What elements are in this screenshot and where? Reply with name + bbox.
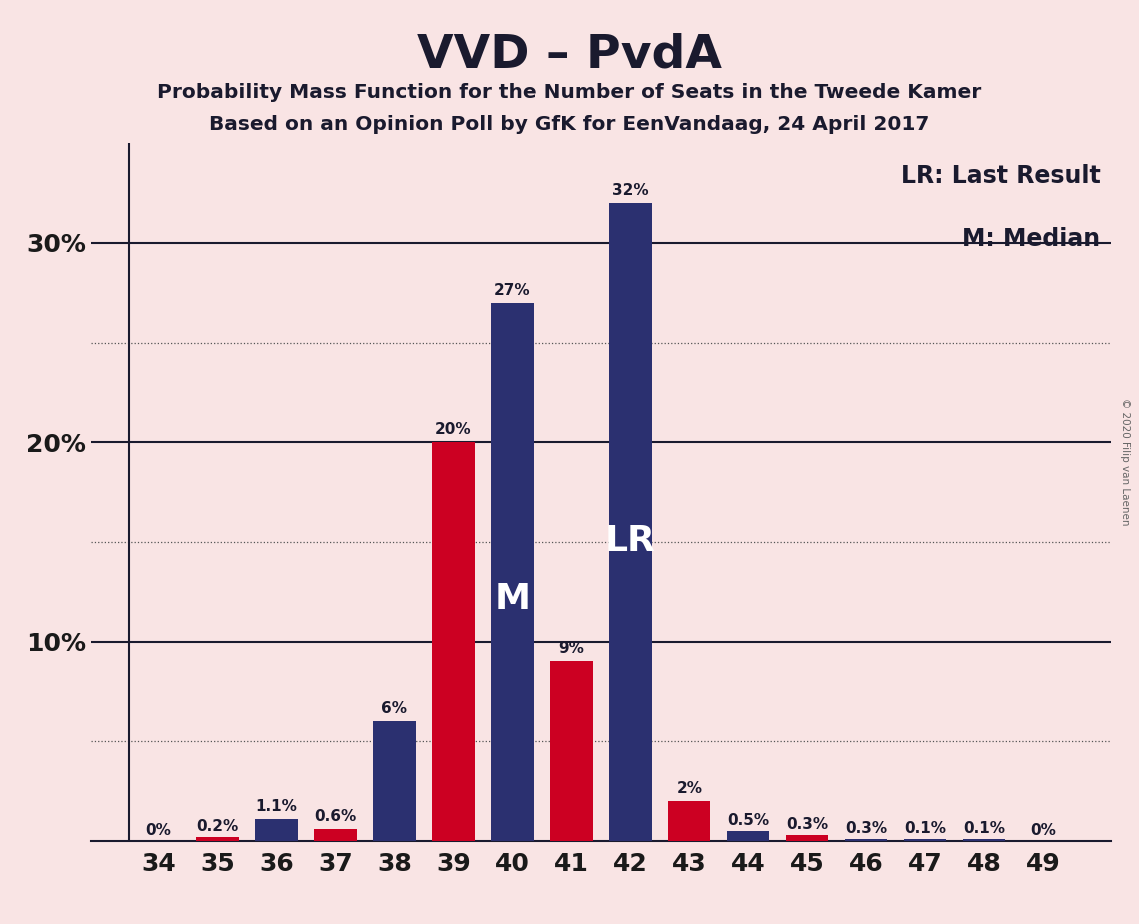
Bar	[786, 835, 828, 841]
Text: LR: LR	[605, 524, 656, 558]
Text: 0.6%: 0.6%	[314, 808, 357, 824]
Text: 0.3%: 0.3%	[845, 821, 887, 836]
Bar	[727, 831, 770, 841]
Text: 20%: 20%	[435, 422, 472, 437]
Text: 32%: 32%	[612, 183, 648, 198]
Text: 0%: 0%	[1030, 823, 1056, 838]
Text: 0%: 0%	[146, 823, 172, 838]
Text: 6%: 6%	[382, 701, 408, 716]
Text: 0.3%: 0.3%	[786, 817, 828, 832]
Text: 2%: 2%	[677, 781, 703, 796]
Text: Probability Mass Function for the Number of Seats in the Tweede Kamer: Probability Mass Function for the Number…	[157, 83, 982, 103]
Bar	[491, 303, 533, 841]
Text: 0.1%: 0.1%	[904, 821, 947, 836]
Text: Based on an Opinion Poll by GfK for EenVandaag, 24 April 2017: Based on an Opinion Poll by GfK for EenV…	[210, 116, 929, 135]
Bar	[845, 839, 887, 841]
Text: 9%: 9%	[558, 641, 584, 656]
Bar	[904, 839, 947, 841]
Text: 0.2%: 0.2%	[197, 819, 239, 833]
Bar	[255, 819, 297, 841]
Text: © 2020 Filip van Laenen: © 2020 Filip van Laenen	[1121, 398, 1130, 526]
Bar	[432, 443, 475, 841]
Text: 0.1%: 0.1%	[962, 821, 1005, 836]
Bar	[374, 722, 416, 841]
Text: M: M	[494, 582, 531, 615]
Text: 27%: 27%	[494, 283, 531, 298]
Text: M: Median: M: Median	[962, 227, 1100, 251]
Text: 1.1%: 1.1%	[255, 799, 297, 814]
Bar	[314, 829, 357, 841]
Text: VVD – PvdA: VVD – PvdA	[417, 32, 722, 78]
Bar	[196, 837, 239, 841]
Text: LR: Last Result: LR: Last Result	[901, 164, 1100, 188]
Text: 0.5%: 0.5%	[727, 813, 769, 828]
Bar	[669, 801, 711, 841]
Bar	[962, 839, 1006, 841]
Bar	[609, 203, 652, 841]
Bar	[550, 662, 592, 841]
